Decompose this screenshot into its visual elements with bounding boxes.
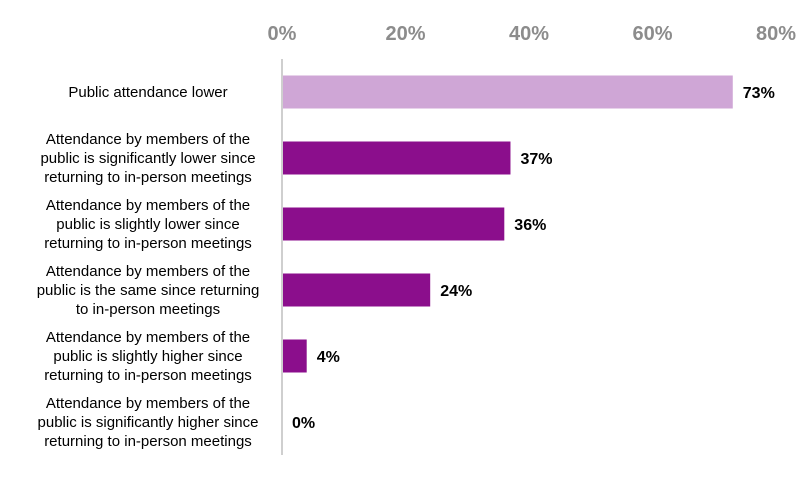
data-label: 0%: [292, 415, 315, 432]
category-label-line: Attendance by members of the: [46, 197, 250, 214]
x-tick-label: 60%: [632, 23, 672, 45]
x-tick-label: 80%: [756, 23, 796, 45]
bars: [283, 75, 733, 373]
data-label: 4%: [317, 349, 340, 366]
category-label-line: public is significantly lower since: [40, 150, 255, 167]
x-tick-label: 40%: [509, 23, 549, 45]
category-label-line: Attendance by members of the: [46, 131, 250, 148]
category-label-line: returning to in-person meetings: [44, 235, 252, 252]
x-tick-label: 20%: [385, 23, 425, 45]
category-labels: Public attendance lower Attendance by mem…: [37, 84, 260, 450]
category-label: Attendance by members of the public is si…: [40, 131, 255, 186]
category-label-line: Public attendance lower: [68, 84, 227, 101]
category-label-line: public is significantly higher since: [38, 414, 259, 431]
category-label-line: returning to in-person meetings: [44, 433, 252, 450]
x-axis-ticks: 0% 20% 40% 60% 80%: [268, 23, 797, 45]
category-label-line: returning to in-person meetings: [44, 169, 252, 186]
bar: [283, 75, 733, 109]
data-label: 73%: [743, 85, 775, 102]
bar: [283, 207, 505, 241]
category-label-line: returning to in-person meetings: [44, 367, 252, 384]
category-label-line: public is slightly higher since: [53, 348, 242, 365]
category-label: Attendance by members of the public is th…: [37, 263, 260, 318]
bar: [283, 141, 511, 175]
category-label: Public attendance lower: [68, 84, 227, 101]
category-label: Attendance by members of the public is sl…: [44, 329, 252, 384]
x-tick-label: 0%: [268, 23, 297, 45]
data-label: 37%: [520, 151, 552, 168]
category-label-line: public is slightly lower since: [56, 216, 239, 233]
category-label-line: Attendance by members of the: [46, 263, 250, 280]
category-label-line: Attendance by members of the: [46, 395, 250, 412]
category-label-line: to in-person meetings: [76, 301, 220, 318]
bar: [283, 273, 431, 307]
bar: [283, 339, 307, 373]
data-label: 24%: [440, 283, 472, 300]
category-label: Attendance by members of the public is sl…: [44, 197, 252, 252]
data-label: 36%: [514, 217, 546, 234]
category-label-line: Attendance by members of the: [46, 329, 250, 346]
category-label-line: public is the same since returning: [37, 282, 260, 299]
data-labels: 73% 37% 36% 24% 4% 0%: [292, 85, 775, 432]
category-label: Attendance by members of the public is si…: [38, 395, 259, 450]
